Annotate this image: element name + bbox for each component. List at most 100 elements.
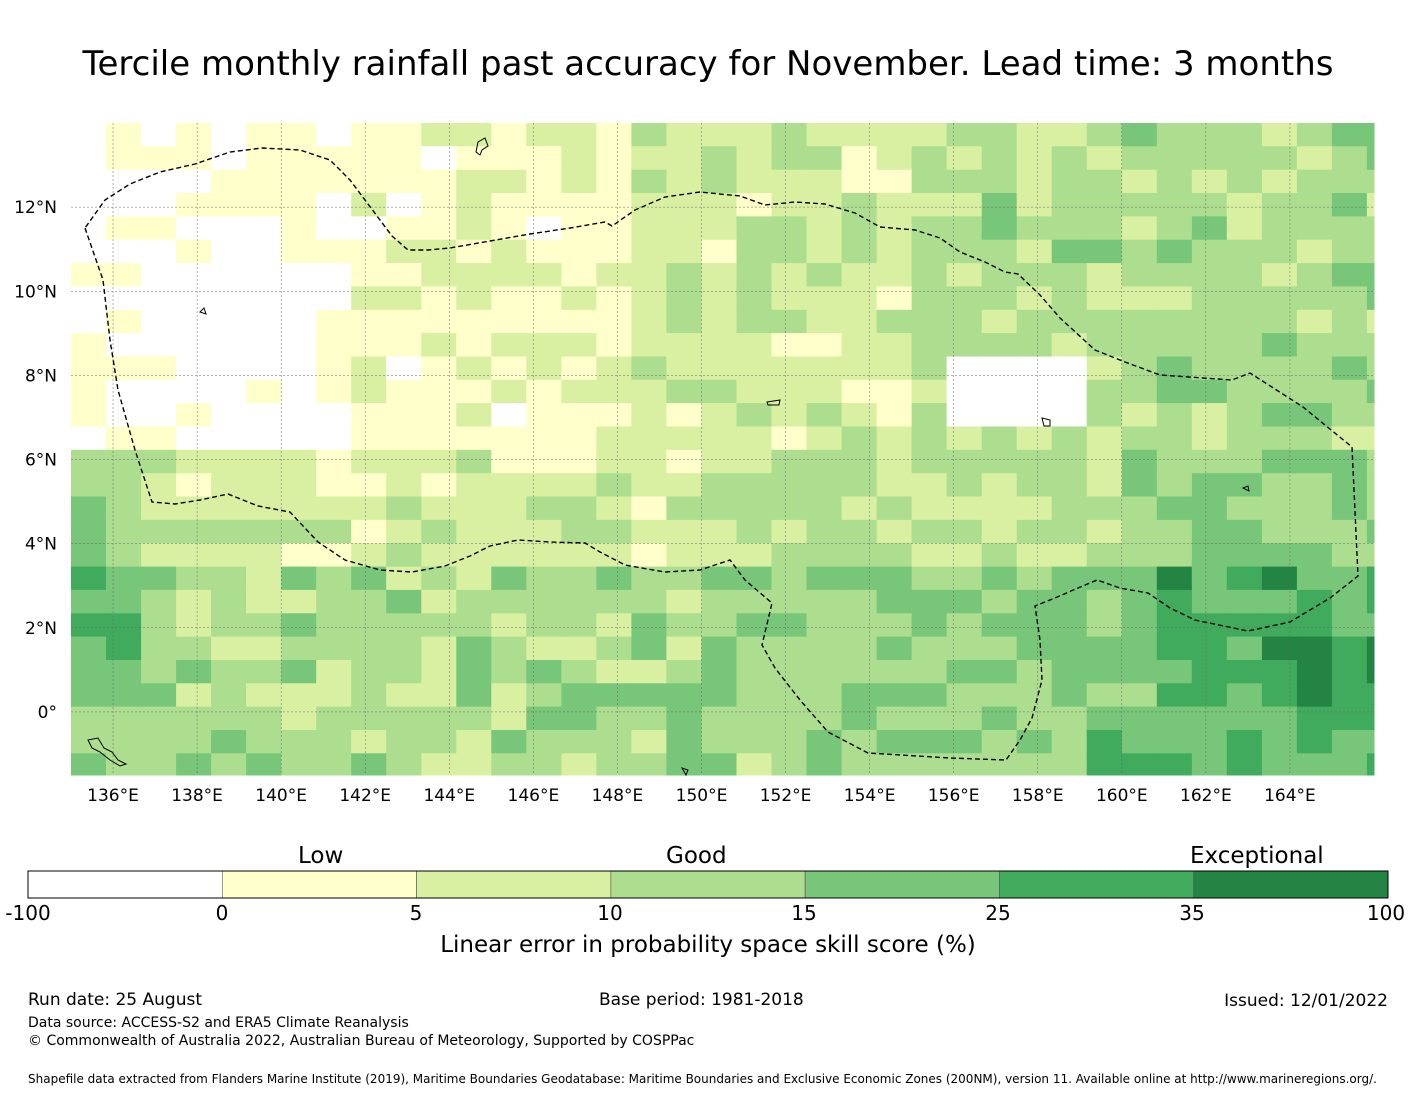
skill-cell [106,543,142,567]
skill-cell [911,216,948,241]
skill-cell [1191,169,1228,194]
skill-cell [1296,473,1333,497]
skill-cell [1156,589,1193,614]
skill-cell [631,636,667,661]
skill-cell [1086,169,1123,194]
skill-cell [1226,706,1263,731]
latitude-label: 6°N [25,451,57,471]
skill-cell [1366,706,1375,731]
skill-cell [701,589,737,614]
skill-cell [806,309,842,334]
skill-cell [351,239,387,264]
skill-cell [281,543,317,567]
skill-cell [736,706,772,731]
skill-cell [596,730,632,754]
skill-cell [701,216,737,241]
skill-cell [1296,636,1333,661]
skill-cell [246,169,282,194]
skill-cell [281,706,317,731]
skill-cell [1086,403,1123,427]
skill-cell [1086,379,1123,404]
skill-cell [771,589,807,614]
skill-cell [771,543,807,567]
skill-cell [631,309,667,334]
skill-cell [1051,333,1088,357]
colorbar-swatch [221,870,417,899]
skill-cell [666,169,702,194]
skill-cell [1331,379,1368,404]
skill-cell [946,333,983,357]
skill-cell [386,706,422,731]
skill-cell [421,496,457,521]
skill-cell [736,333,772,357]
skill-cell [806,660,842,684]
skill-cell [666,730,702,754]
skill-cell [981,660,1018,684]
skill-cell [1296,239,1333,264]
skill-cell [1226,496,1263,521]
skill-cell [176,379,212,404]
colorbar-swatch [1193,870,1389,899]
skill-cell [631,660,667,684]
skill-cell [1331,263,1368,287]
skill-cell [876,566,913,591]
skill-cell [1016,169,1053,194]
skill-cell [1156,263,1193,287]
islands [87,137,1250,777]
skill-cell [911,403,948,427]
skill-cell [246,589,282,614]
skill-cell [211,496,247,521]
skill-cell [701,169,737,194]
skill-cell [1016,356,1053,381]
skill-cell [876,636,913,661]
skill-cell [386,543,422,567]
skill-cell [176,426,212,451]
skill-cell [841,449,878,474]
skill-cell [421,193,457,217]
skill-cell [736,286,772,311]
skill-cell [876,753,913,776]
skill-cell [386,169,422,194]
skill-cell [491,309,527,334]
skill-cell [1016,146,1053,171]
skill-cell [1331,636,1368,661]
skill-cell [316,286,352,311]
skill-cell [1366,193,1375,217]
skill-cell [281,426,317,451]
skill-cell [1051,426,1088,451]
skill-cell [1226,543,1263,567]
skill-cell [561,356,597,381]
skill-cell [631,356,667,381]
skill-cell [876,660,913,684]
skill-cell [666,519,702,544]
skill-cell [876,683,913,708]
skill-cell [771,660,807,684]
skill-cell [71,753,107,776]
latitude-label: 8°N [25,366,57,386]
skill-cell [631,753,667,776]
skill-cell [1331,753,1368,776]
skill-cell [981,613,1018,638]
skill-cell [701,333,737,357]
skill-cell [1086,589,1123,614]
skill-cell [666,543,702,567]
skill-cell [596,589,632,614]
skill-cell [211,753,247,776]
skill-cell [141,543,177,567]
colorbar-swatch [804,870,1000,899]
skill-cell [911,636,948,661]
skill-cell [596,123,632,147]
skill-cell [736,543,772,567]
skill-cell [561,613,597,638]
skill-cell [281,309,317,334]
skill-cell [456,706,492,731]
latitude-label: 2°N [25,619,57,639]
skill-cell [1226,426,1263,451]
skill-cell [841,239,878,264]
skill-cell [841,263,878,287]
skill-cell [526,566,562,591]
skill-cell [631,706,667,731]
skill-cell [71,356,107,381]
skill-cell [736,473,772,497]
skill-cell [631,169,667,194]
